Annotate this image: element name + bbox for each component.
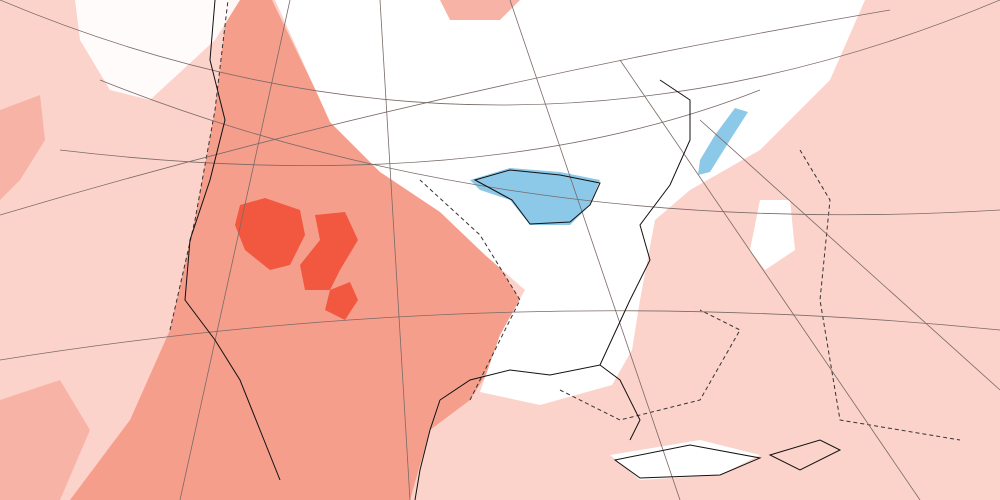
longitude-line — [379, 0, 411, 500]
warm-patch — [0, 95, 45, 200]
longitude-line — [179, 0, 291, 500]
coastline — [613, 444, 762, 479]
contour — [799, 149, 961, 441]
lakes — [473, 169, 601, 225]
hot-spot — [235, 198, 305, 270]
contour — [169, 0, 229, 331]
longitude-line — [509, 0, 681, 500]
cool-spot — [470, 168, 600, 225]
hot-spot — [300, 212, 358, 290]
contour — [419, 179, 521, 401]
neutral-region — [750, 200, 795, 270]
longitude-line — [619, 59, 921, 500]
latitude-line — [59, 89, 761, 166]
coastline — [599, 79, 691, 366]
latitude-line — [99, 79, 1000, 216]
coastline — [414, 399, 441, 500]
coastline — [184, 0, 281, 481]
latitude-line — [0, 0, 1000, 106]
latitude-line — [0, 310, 1000, 361]
coastline — [768, 439, 842, 471]
longitude-line — [699, 119, 1000, 391]
warm-patch — [0, 380, 90, 500]
cool-spot — [698, 108, 748, 175]
coastline — [439, 364, 641, 441]
warm-patch — [440, 0, 520, 20]
hot-spot — [325, 282, 358, 320]
latitude-line — [0, 9, 891, 216]
contour — [559, 309, 741, 421]
neutral-region — [75, 0, 240, 100]
neutral-region — [610, 440, 760, 480]
